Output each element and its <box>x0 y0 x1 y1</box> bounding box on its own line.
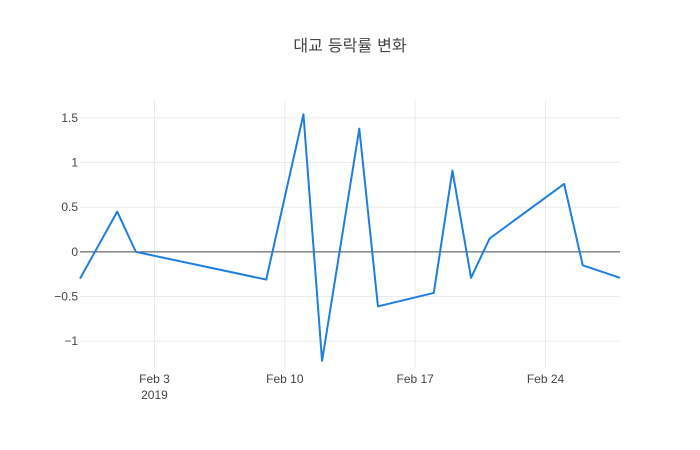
x-tick-label: Feb 17 <box>396 372 434 386</box>
x-tick-sublabel: 2019 <box>141 388 168 402</box>
y-tick-label: 1.5 <box>61 111 78 125</box>
y-tick-label: 0.5 <box>61 200 78 214</box>
chart-title: 대교 등락률 변화 <box>293 36 407 55</box>
y-axis: 1.5 1 0.5 0 −0.5 −1 <box>54 111 78 348</box>
x-tick-label: Feb 3 <box>139 372 170 386</box>
x-axis: Feb 3 2019 Feb 10 Feb 17 Feb 24 <box>139 372 564 402</box>
y-tick-label: 1 <box>71 156 78 170</box>
y-tick-label: −1 <box>64 334 78 348</box>
x-tick-label: Feb 24 <box>527 372 565 386</box>
series-line-0 <box>79 113 621 362</box>
y-tick-label: 0 <box>71 245 78 259</box>
grid-lines <box>80 100 620 368</box>
y-tick-label: −0.5 <box>54 290 78 304</box>
series-layer <box>79 113 621 362</box>
x-tick-label: Feb 10 <box>266 372 304 386</box>
